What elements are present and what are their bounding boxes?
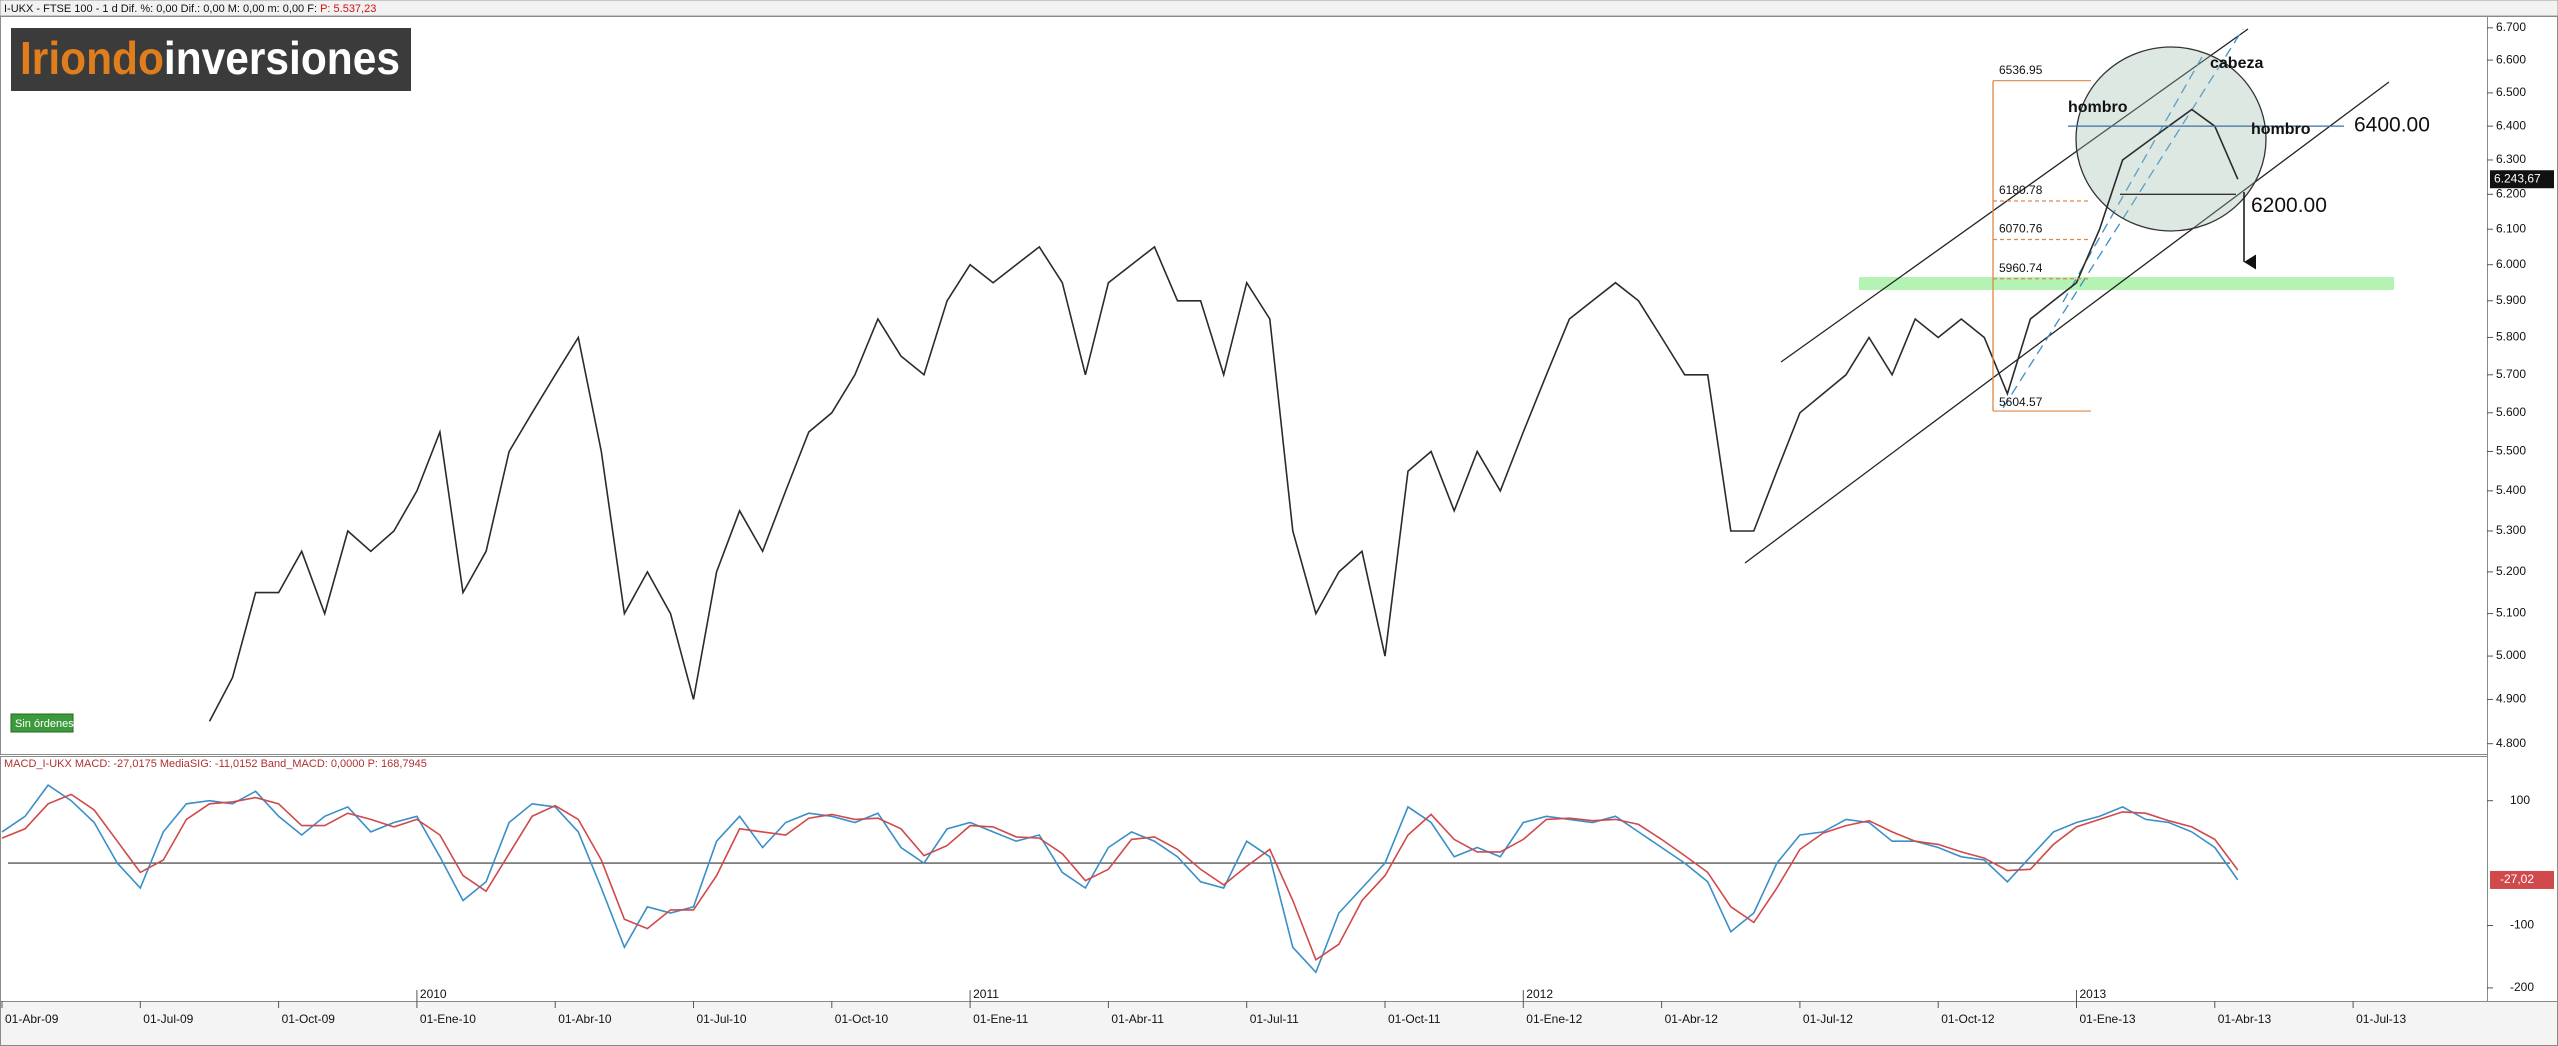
channel-lower (1744, 81, 2390, 564)
y-tick-label: 4.900 (2496, 692, 2526, 706)
x-tick-label: 01-Jul-13 (2356, 1012, 2406, 1026)
x-tick-label: 01-Ene-12 (1526, 1012, 1582, 1026)
x-tick-label: 01-Oct-11 (1388, 1012, 1441, 1026)
year-label: 2010 (420, 987, 447, 1001)
y-tick-label: 6.700 (2496, 20, 2526, 34)
y-tick-label: 100 (2510, 793, 2530, 807)
pattern-label: cabeza (2210, 55, 2263, 72)
fib-label: 5960.74 (1999, 261, 2043, 275)
header-price: P: 5.537,23 (320, 3, 376, 15)
y-tick-label: 4.800 (2496, 736, 2526, 750)
y-tick-label: 5.800 (2496, 330, 2526, 344)
y-tick-label: 5.600 (2496, 405, 2526, 419)
x-tick-label: 01-Jul-09 (143, 1012, 193, 1026)
fib-label: 6070.76 (1999, 222, 2043, 236)
x-tick-label: 01-Jul-10 (697, 1012, 747, 1026)
price-tag-label: 6.243,67 (2494, 171, 2541, 185)
y-tick-label: 5.900 (2496, 293, 2526, 307)
logo-rest: inversiones (164, 32, 400, 84)
macd-tag-label: -27,02 (2500, 872, 2534, 886)
y-tick-label: 5.000 (2496, 648, 2526, 662)
series-line (1, 793, 2239, 962)
series-line (208, 108, 2239, 722)
x-tick-label: 01-Abr-10 (558, 1012, 612, 1026)
pattern-circle (2075, 46, 2267, 232)
y-tick-label: 5.100 (2496, 606, 2526, 620)
logo: Iriondoinversiones (20, 32, 400, 84)
x-tick-label: 01-Jul-12 (1803, 1012, 1853, 1026)
fib-label: 6536.95 (1999, 63, 2043, 77)
x-tick-label: 01-Abr-13 (2218, 1012, 2272, 1026)
y-tick-label: 6.200 (2496, 186, 2526, 200)
x-tick-label: 01-Ene-13 (2080, 1012, 2136, 1026)
logo-bold: Iriondo (20, 32, 164, 84)
y-tick-label: 6.100 (2496, 221, 2526, 235)
price-tag (2490, 170, 2554, 189)
macd-panel (0, 756, 2488, 1002)
y-tick-label: 6.500 (2496, 85, 2526, 99)
x-tick-label: 01-Ene-11 (973, 1012, 1028, 1026)
x-tick-label: 01-Oct-10 (835, 1012, 889, 1026)
header-bar (0, 0, 2558, 17)
header-text: I-UKX - FTSE 100 - 1 d Dif. %: 0,00 Dif.… (4, 3, 376, 15)
pattern-label: hombro (2068, 99, 2128, 116)
time-axis (0, 1001, 2558, 1046)
fib-label: 5604.57 (1999, 395, 2043, 409)
header: I-UKX - FTSE 100 - 1 d Dif. %: 0,00 Dif.… (4, 3, 317, 15)
pattern-label: hombro (2251, 121, 2311, 138)
x-tick-label: 01-Abr-12 (1665, 1012, 1719, 1026)
level-label: 6200.00 (2251, 194, 2327, 217)
x-tick-label: 01-Oct-09 (282, 1012, 336, 1026)
y-tick-label: 5.700 (2496, 367, 2526, 381)
support-zone (1859, 277, 2394, 290)
x-tick-label: 01-Abr-11 (1111, 1012, 1164, 1026)
macd-tag (2490, 870, 2554, 889)
status: Sin órdenes (15, 718, 74, 730)
y-tick-label: 5.400 (2496, 483, 2526, 497)
logo-box (11, 28, 411, 91)
year-label: 2013 (2080, 987, 2107, 1001)
x-tick-label: 01-Jul-11 (1250, 1012, 1299, 1026)
y-tick-label: 6.600 (2496, 52, 2526, 66)
main-panel (0, 16, 2488, 755)
y-tick-label: -100 (2510, 918, 2534, 932)
fib-label: 6180.78 (1999, 183, 2043, 197)
y-tick-label: -200 (2510, 980, 2534, 994)
x-tick-label: 01-Abr-09 (5, 1012, 59, 1026)
year-label: 2012 (1526, 987, 1553, 1001)
status-box (10, 713, 74, 733)
y-tick-label: 5.300 (2496, 523, 2526, 537)
year-label: 2011 (973, 987, 999, 1001)
y-tick-label: 6.000 (2496, 257, 2526, 271)
y-tick-label: 6.400 (2496, 118, 2526, 132)
macd-header: MACD_I-UKX MACD: -27,0175 MediaSIG: -11,… (4, 758, 427, 770)
y-tick-label: 5.500 (2496, 444, 2526, 458)
channel-upper (1780, 28, 2249, 363)
x-tick-label: 01-Oct-12 (1941, 1012, 1995, 1026)
y-tick-label: 6.300 (2496, 152, 2526, 166)
level-label: 6400.00 (2354, 114, 2430, 137)
y-tick-label: 5.200 (2496, 564, 2526, 578)
x-tick-label: 01-Ene-10 (420, 1012, 476, 1026)
